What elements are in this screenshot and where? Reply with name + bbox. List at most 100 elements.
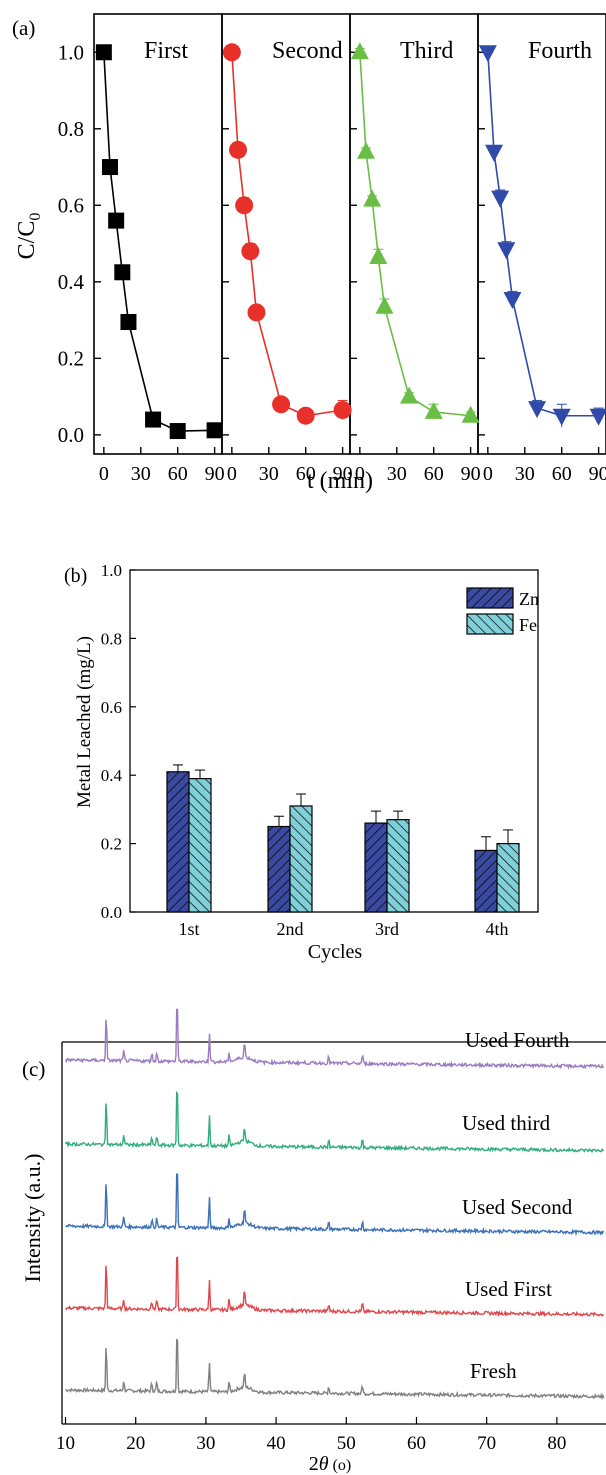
data-point [206, 422, 223, 439]
x-tick-label: 0 [355, 463, 365, 485]
series-label-fourth: Fourth [528, 38, 592, 64]
data-point [503, 292, 522, 310]
data-point [400, 386, 419, 404]
series-first: First [95, 38, 223, 440]
legend-label-zn: Zn [519, 589, 539, 609]
subplot-frame-2 [221, 13, 351, 455]
data-point [241, 242, 260, 261]
data-point [491, 190, 510, 208]
series-label-second: Second [272, 38, 343, 64]
panel-a-xlabel: t (min) [307, 468, 373, 494]
data-point [369, 246, 388, 264]
data-point [222, 43, 241, 62]
x-tick-label: 0 [483, 463, 493, 485]
data-point [485, 144, 503, 162]
y-tick-label: 0.6 [101, 698, 122, 717]
series-line [231, 52, 343, 417]
plot-frame [129, 569, 539, 913]
subplot-frame-4 [477, 13, 606, 455]
data-point [333, 401, 352, 419]
x-tick-label: 30 [259, 463, 279, 485]
panel-c-ylabel: Intensity (a.u.) [20, 1154, 45, 1283]
panel-a-ylabel: C/C0 [14, 213, 44, 260]
y-tick-label: 0.2 [58, 346, 84, 370]
y-tick-label: 0.4 [101, 766, 123, 785]
x-tick-label: 60 [424, 463, 444, 485]
x-tick-label: 30 [131, 463, 151, 485]
series-fourth: Fourth [478, 38, 606, 428]
data-point [357, 141, 375, 159]
series-label-third: Third [400, 38, 453, 64]
series-line [103, 52, 215, 432]
subplot-frame-3 [349, 13, 479, 455]
data-point [95, 44, 112, 61]
x-tick-label: 1st [178, 919, 199, 939]
y-tick-label: 0.6 [58, 193, 84, 217]
y-tick-label: 0.4 [58, 270, 85, 294]
data-point [120, 314, 137, 330]
x-tick-label: 90 [333, 463, 353, 485]
data-point [108, 212, 125, 229]
data-point [589, 408, 606, 426]
bar-zn-2nd [267, 825, 291, 913]
panel-b-tag: (b) [64, 565, 87, 587]
panel-b-xlabel: Cycles [308, 941, 363, 963]
bar-zn-4th [474, 849, 498, 913]
panel-a-tag: (a) [12, 16, 35, 40]
x-tick-label: 50 [337, 1433, 356, 1454]
y-tick-label: 1.0 [101, 561, 122, 580]
xrd-pattern-used-fourth: Used Fourth [64, 1008, 604, 1070]
x-tick-label: 10 [56, 1433, 75, 1454]
series-label-first: First [144, 38, 188, 64]
data-point [145, 411, 162, 428]
xrd-pattern-used-second: Used Second [65, 1173, 605, 1237]
x-tick-label: 2nd [277, 919, 304, 939]
panel-b-ylabel: Metal Leached (mg/L) [74, 636, 95, 808]
panel-c-xrd-chart: (c) Intensity (a.u.) 2θ (o) 10 20 30 40 50 60… [20, 1008, 606, 1475]
legend-label-fe: Fe [519, 615, 537, 635]
data-point [375, 296, 394, 314]
data-point [350, 42, 369, 60]
data-point [478, 45, 497, 63]
data-point [497, 242, 516, 260]
panel-c-xlabel: 2θ (o) [309, 1453, 351, 1475]
x-tick-label: 4th [485, 919, 508, 939]
x-tick-label: 30 [515, 463, 535, 485]
series-second: Second [222, 38, 352, 425]
x-tick-label: 70 [477, 1433, 496, 1454]
xrd-pattern-used-third: Used third [64, 1090, 604, 1154]
series-label: Fresh [470, 1359, 517, 1383]
x-tick-label: 80 [547, 1433, 566, 1454]
panel-c-tag: (c) [22, 1057, 45, 1081]
series-line [359, 52, 471, 417]
x-tick-label: 0 [227, 463, 237, 485]
data-point [272, 395, 291, 414]
data-point [114, 264, 131, 281]
data-point [102, 159, 118, 176]
legend-swatch-zn [466, 587, 514, 609]
xrd-line [65, 1338, 605, 1401]
x-tick-label: 90 [205, 463, 225, 485]
subplot-frame-1 [93, 13, 223, 455]
y-tick-label: 0.2 [101, 835, 122, 854]
xrd-line [65, 1173, 605, 1237]
data-point [229, 140, 247, 159]
x-tick-label: 60 [552, 463, 572, 485]
x-tick-label: 40 [267, 1433, 286, 1454]
x-tick-label: 60 [296, 463, 316, 485]
xrd-line [65, 1256, 605, 1318]
x-tick-label: 0 [99, 463, 109, 485]
data-point [235, 196, 254, 215]
series-line [487, 52, 599, 417]
x-tick-label: 60 [168, 463, 188, 485]
y-tick-label: 0.8 [101, 629, 122, 648]
bar-fe-2nd [289, 805, 313, 913]
data-point [461, 405, 480, 423]
y-tick-label: 0.0 [58, 423, 84, 447]
bar-zn-1st [166, 771, 190, 913]
y-tick-label: 0.8 [58, 117, 84, 141]
x-tick-label: 90 [461, 463, 481, 485]
series-label: Used third [462, 1111, 551, 1135]
x-tick-label: 30 [387, 463, 407, 485]
data-point [528, 401, 547, 419]
